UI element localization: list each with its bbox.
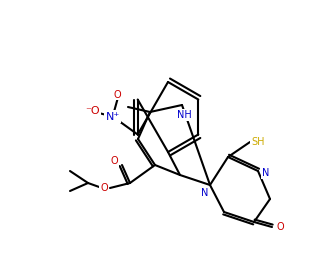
Text: N: N [201,188,209,198]
Text: O: O [276,222,284,232]
Text: O: O [100,183,108,193]
Text: O: O [110,156,118,166]
Text: N: N [262,168,270,178]
Text: O: O [114,89,121,100]
Text: N⁺: N⁺ [106,112,120,121]
Text: SH: SH [251,137,265,147]
Text: NH: NH [177,110,191,120]
Text: ⁻O: ⁻O [85,107,100,116]
